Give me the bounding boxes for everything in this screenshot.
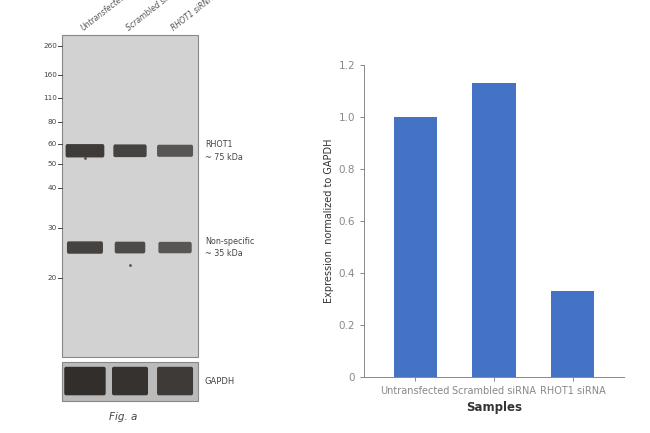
Text: 20: 20: [47, 275, 57, 281]
Text: Untransfected: Untransfected: [79, 0, 128, 32]
Text: 80: 80: [47, 119, 57, 125]
Bar: [62, 35, 198, 357]
Bar: [473, 83, 515, 377]
FancyBboxPatch shape: [64, 367, 106, 395]
Bar: [62, 362, 198, 401]
X-axis label: Samples: Samples: [466, 401, 522, 414]
FancyBboxPatch shape: [157, 145, 193, 157]
Text: Fig. a: Fig. a: [109, 412, 138, 422]
FancyBboxPatch shape: [112, 367, 148, 395]
Text: 110: 110: [43, 94, 57, 100]
FancyBboxPatch shape: [115, 242, 146, 253]
Text: RHOT1 siRNA: RHOT1 siRNA: [170, 0, 215, 32]
Text: Non-specific
~ 35 kDa: Non-specific ~ 35 kDa: [205, 237, 254, 259]
Text: 160: 160: [43, 72, 57, 78]
FancyBboxPatch shape: [159, 242, 192, 253]
Text: 50: 50: [47, 161, 57, 167]
Text: 40: 40: [47, 185, 57, 191]
Text: 60: 60: [47, 141, 57, 147]
FancyBboxPatch shape: [157, 367, 193, 395]
Bar: [551, 291, 595, 377]
Bar: [393, 117, 437, 377]
Text: RHOT1
~ 75 kDa: RHOT1 ~ 75 kDa: [205, 140, 242, 162]
Text: 30: 30: [47, 225, 57, 231]
Text: 260: 260: [43, 43, 57, 49]
FancyBboxPatch shape: [66, 144, 104, 158]
FancyBboxPatch shape: [113, 145, 147, 157]
Y-axis label: Expression  normalized to GAPDH: Expression normalized to GAPDH: [324, 139, 334, 303]
Text: GAPDH: GAPDH: [205, 377, 235, 385]
Text: Scrambled siRNA: Scrambled siRNA: [124, 0, 182, 32]
FancyBboxPatch shape: [67, 241, 103, 254]
